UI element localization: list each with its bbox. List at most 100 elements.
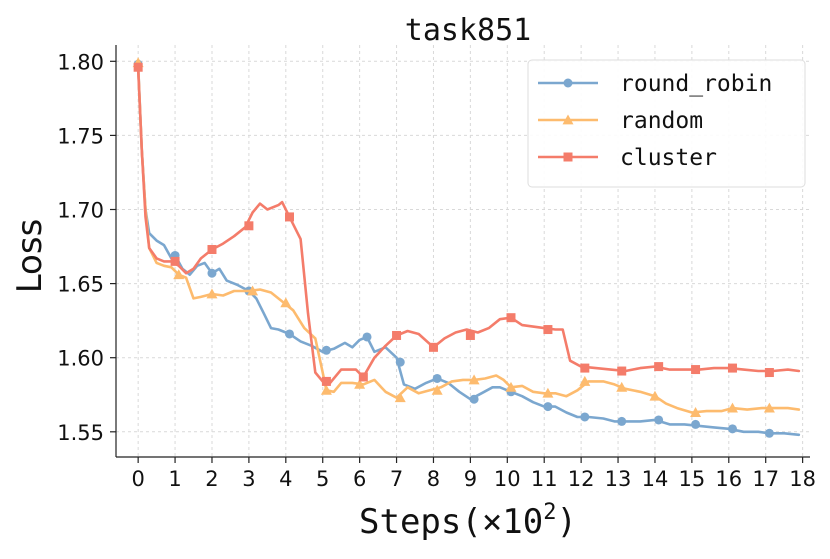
- legend-marker-random: [562, 114, 574, 125]
- series-cluster: [133, 62, 801, 386]
- data-point-cluster: [133, 62, 143, 72]
- data-point-random: [649, 390, 661, 401]
- x-tick-label: 12: [568, 467, 595, 491]
- legend-box: [527, 59, 806, 188]
- data-point-cluster: [244, 221, 254, 231]
- x-tick-label: 14: [642, 467, 669, 491]
- legend-label-round_robin: round_robin: [620, 71, 772, 97]
- axes: [110, 45, 810, 463]
- data-point-cluster: [727, 363, 737, 373]
- data-point-round_robin: [691, 419, 701, 429]
- chart-title: task851: [405, 13, 531, 48]
- data-point-round_robin: [727, 424, 737, 434]
- data-point-round_robin: [432, 373, 442, 383]
- data-point-random: [616, 381, 628, 392]
- data-point-random: [431, 384, 443, 395]
- data-point-random: [505, 381, 517, 392]
- data-point-cluster: [392, 330, 402, 340]
- data-point-cluster: [465, 330, 475, 340]
- x-tick-label: 9: [464, 467, 477, 491]
- data-point-round_robin: [469, 394, 479, 404]
- data-point-cluster: [428, 342, 438, 352]
- series-line-random: [136, 63, 801, 414]
- x-tick-label: 16: [715, 467, 742, 491]
- x-axis-label-close: ): [557, 502, 577, 542]
- data-point-random: [726, 402, 738, 413]
- x-tick-label: 15: [679, 467, 706, 491]
- legend-entry-cluster: cluster: [538, 145, 717, 171]
- data-point-random: [542, 387, 554, 398]
- x-tick-label: 0: [131, 467, 144, 491]
- series-line-cluster: [136, 65, 801, 385]
- data-point-cluster: [764, 368, 774, 378]
- y-tick-label: 1.60: [57, 347, 104, 371]
- data-point-cluster: [691, 365, 701, 375]
- x-tick-label: 4: [279, 467, 292, 491]
- data-point-round_robin: [285, 329, 294, 339]
- data-point-cluster: [617, 366, 627, 376]
- data-point-random: [468, 374, 480, 385]
- data-point-random: [354, 378, 366, 389]
- data-point-cluster: [506, 313, 516, 323]
- data-point-cluster: [321, 376, 331, 386]
- x-tick-label: 10: [494, 467, 521, 491]
- legend-marker-round_robin: [563, 78, 573, 88]
- data-point-round_robin: [580, 412, 590, 422]
- data-point-cluster: [580, 363, 590, 373]
- x-tick-label: 13: [605, 467, 632, 491]
- x-tick-label: 2: [205, 467, 218, 491]
- legend-entry-random: random: [538, 108, 703, 134]
- legend-marker-cluster: [563, 152, 573, 162]
- data-point-round_robin: [321, 345, 331, 355]
- x-axis-label-main: Steps(×10: [359, 502, 543, 542]
- x-axis-label: Steps(×102): [359, 500, 577, 542]
- tick-labels: 0 1 2 3 4 5 6 7 8 9 10 11 12 13 14 15 16 17 181.551.601.65…: [57, 50, 816, 491]
- x-tick-label: 6: [353, 467, 366, 491]
- data-point-random: [247, 285, 259, 296]
- data-point-round_robin: [362, 332, 372, 342]
- y-tick-label: 1.70: [57, 199, 104, 223]
- data-point-cluster: [285, 212, 294, 222]
- data-point-random: [394, 392, 406, 403]
- x-tick-label: 3: [242, 467, 255, 491]
- data-point-random: [320, 384, 332, 395]
- data-point-random: [173, 269, 185, 280]
- x-tick-label: 18: [789, 467, 816, 491]
- data-point-random: [280, 297, 292, 308]
- x-axis-label-exponent: 2: [543, 500, 556, 525]
- data-point-random: [206, 288, 218, 299]
- data-point-cluster: [170, 256, 180, 266]
- legend-entry-round_robin: round_robin: [538, 71, 772, 97]
- data-point-round_robin: [617, 416, 627, 426]
- data-point-cluster: [654, 362, 664, 372]
- x-tick-label: 5: [316, 467, 329, 491]
- series-line-round_robin: [136, 63, 801, 437]
- y-tick-label: 1.75: [57, 124, 104, 148]
- series-lines: [132, 57, 801, 438]
- data-point-round_robin: [543, 402, 553, 412]
- y-tick-label: 1.80: [57, 50, 104, 74]
- data-point-random: [579, 375, 591, 386]
- data-point-round_robin: [764, 428, 774, 438]
- y-tick-label: 1.65: [57, 273, 104, 297]
- legend-label-cluster: cluster: [620, 145, 717, 171]
- data-point-round_robin: [395, 357, 405, 367]
- data-point-random: [690, 407, 702, 417]
- data-point-cluster: [358, 372, 368, 382]
- data-point-round_robin: [207, 268, 217, 278]
- x-tick-label: 17: [752, 467, 779, 491]
- data-point-cluster: [207, 245, 217, 255]
- x-tick-label: 1: [168, 467, 181, 491]
- data-point-random: [763, 402, 775, 413]
- legend-label-random: random: [620, 108, 703, 134]
- series-random: [132, 57, 801, 417]
- data-point-cluster: [543, 325, 553, 335]
- y-tick-label: 1.55: [57, 421, 104, 445]
- x-tick-label: 7: [390, 467, 403, 491]
- x-tick-label: 11: [531, 467, 558, 491]
- x-tick-label: 8: [427, 467, 440, 491]
- y-axis-label: Loss: [10, 219, 50, 294]
